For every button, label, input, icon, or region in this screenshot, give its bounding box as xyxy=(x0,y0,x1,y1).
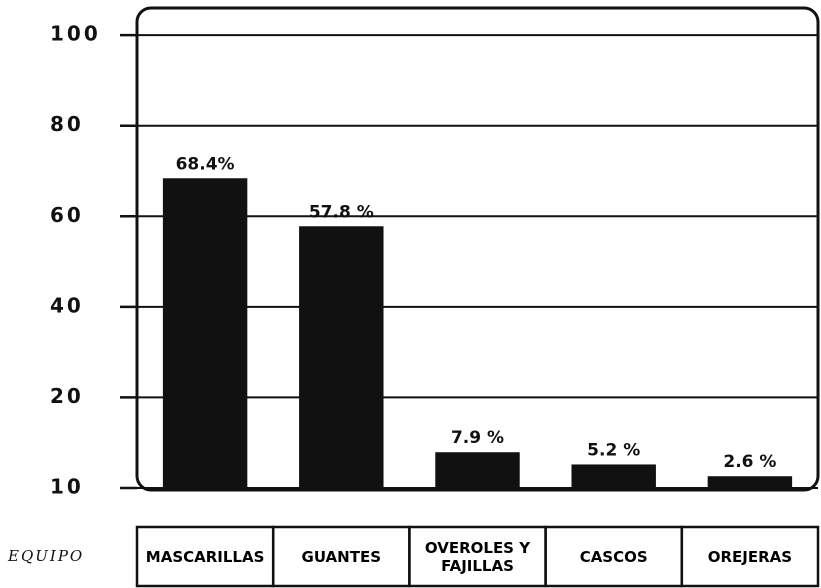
page: EQUIPO 10 20 40 60 80 100 68.4% MASCARILLAS 57.8… xyxy=(0,0,821,588)
y-tick-label: 40 xyxy=(50,293,84,317)
bar xyxy=(435,452,519,488)
y-tick-label: 100 xyxy=(50,22,101,46)
bar xyxy=(571,464,655,488)
value-label: 7.9 % xyxy=(451,428,504,448)
value-label: 2.6 % xyxy=(723,452,776,472)
x-tick-label: GUANTES xyxy=(273,527,409,586)
category-cell: GUANTES xyxy=(273,527,409,586)
x-axis-label: EQUIPO xyxy=(7,547,84,565)
category-cell: CASCOS xyxy=(546,527,682,586)
y-tick-label: 10 xyxy=(50,475,84,499)
y-tick-label: 20 xyxy=(50,384,84,408)
y-tick-label: 80 xyxy=(50,112,84,136)
value-label: 57.8 % xyxy=(309,202,374,222)
category-cell: OVEROLES Y FAJILLAS xyxy=(409,527,545,586)
x-tick-label: CASCOS xyxy=(546,527,682,586)
bar xyxy=(163,178,247,488)
bar xyxy=(299,226,383,488)
value-label: 68.4% xyxy=(176,154,235,174)
category-cell: OREJERAS xyxy=(682,527,818,586)
x-tick-label: MASCARILLAS xyxy=(137,527,273,586)
y-tick-label: 60 xyxy=(50,203,84,227)
x-tick-label: OVEROLES Y FAJILLAS xyxy=(409,527,545,586)
category-cell: MASCARILLAS xyxy=(137,527,273,586)
value-label: 5.2 % xyxy=(587,440,640,460)
bar xyxy=(708,476,792,488)
x-tick-label: OREJERAS xyxy=(682,527,818,586)
chart: EQUIPO 10 20 40 60 80 100 68.4% MASCARILLAS 57.8… xyxy=(0,0,821,588)
